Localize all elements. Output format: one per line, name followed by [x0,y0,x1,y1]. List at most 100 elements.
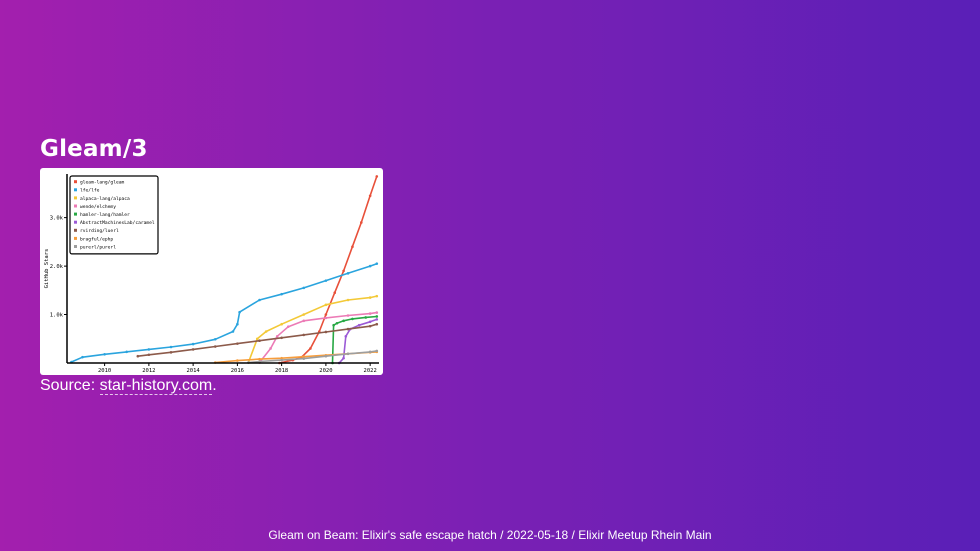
series-point [302,286,306,290]
legend-label: hamler-lang/hamler [80,212,130,218]
series-point [368,320,372,324]
series-point [324,303,328,307]
x-tick-label: 2010 [98,368,111,374]
series-point [335,321,339,325]
series-point [147,348,151,351]
series-point [236,342,239,345]
series-point [344,335,348,338]
series-point [81,355,84,359]
x-tick-label: 2014 [187,368,201,374]
legend-label: gleam-lang/gleam [80,180,124,186]
series-point [324,330,328,334]
series-point [375,262,379,265]
star-history-chart-svg: 2010 2012 2014 2016 2018 2020 2022 1.0k 2.0k 3.0k… [44,174,379,374]
series-point [357,323,361,327]
series-point [213,337,217,341]
legend-swatch [74,204,77,208]
series-point [346,298,350,302]
source-prefix: Source: [40,377,100,394]
chart-series-layer [70,175,379,365]
series-point [103,352,106,356]
series-point [351,245,354,248]
series-point [258,357,261,361]
chart-legend: gleam-lang/gleam lfe/lfe alpaca-lang/alpac… [69,175,159,255]
legend-label: rvirding/luerl [80,228,119,234]
series-line-lfe-lfe [70,262,378,363]
legend-label: alpaca-lang/alpaca [80,196,130,202]
series-point [332,323,335,327]
legend-swatch [74,188,77,192]
y-tick-label: 1.0k [50,313,64,319]
series-point [346,352,350,356]
series-point [280,336,283,340]
legend-swatch [74,228,77,232]
series-point [342,356,345,360]
series-point [136,354,140,358]
series-point [351,317,354,321]
series-point [302,357,306,360]
series-point [364,316,368,319]
series-point [375,349,379,353]
series-point [125,350,129,354]
series-point [368,194,372,198]
x-tick-label: 2020 [319,368,332,374]
series-point [368,350,372,354]
series-point [333,291,337,295]
legend-label: purerl/purerl [80,244,116,250]
series-point [302,333,306,337]
series-point [346,272,350,275]
series-point [302,355,306,358]
series-point [280,358,283,362]
y-axis-title: GitHub Stars [44,249,50,289]
legend-swatch [74,212,77,216]
legend-swatch [74,236,77,240]
source-line: Source: star-history.com. [40,377,217,395]
series-point [258,298,261,302]
series-point [342,319,345,323]
source-link[interactable]: star-history.com [99,377,213,395]
series-point [275,335,279,338]
legend-label: bragful/ephp [80,236,113,242]
series-point [280,322,283,326]
series-point [375,294,379,298]
series-point [375,322,379,326]
series-point [346,314,350,317]
series-point [258,360,261,363]
series-point [169,345,173,349]
series-point [324,313,328,316]
series-point [375,315,379,318]
x-tick-label: 2016 [231,368,244,374]
y-tick-label: 2.0k [50,264,64,270]
series-point [280,356,283,360]
x-tick-label: 2018 [275,368,288,374]
series-point [231,330,235,333]
series-point [264,330,268,333]
series-line-hamler-lang-hamler [331,315,378,364]
series-point [324,354,328,358]
slide-footer: Gleam on Beam: Elixir's safe escape hatc… [268,528,712,542]
series-point [191,348,195,351]
source-suffix: . [212,377,217,394]
legend-swatch [74,196,77,200]
series-point [375,318,379,321]
legend-swatch [74,245,77,248]
series-point [342,269,345,273]
series-point [286,325,290,328]
series-line-gleam-lang-gleam [278,175,378,364]
legend-label: AbstractMachinesLab/caramel [80,220,155,226]
series-point [375,311,379,314]
series-point [258,339,261,343]
series-point [324,316,328,320]
x-tick-label: 2012 [142,368,155,374]
series-point [368,312,372,315]
series-point [269,347,272,350]
series-point [236,359,239,362]
series-point [213,345,217,348]
series-point [169,351,173,354]
series-point [309,347,312,350]
series-point [302,319,306,323]
x-tick-label: 2022 [364,368,377,374]
series-line-rvirding-luerl [137,323,378,357]
series-point [238,310,241,314]
legend-label: lfe/lfe [80,188,100,194]
